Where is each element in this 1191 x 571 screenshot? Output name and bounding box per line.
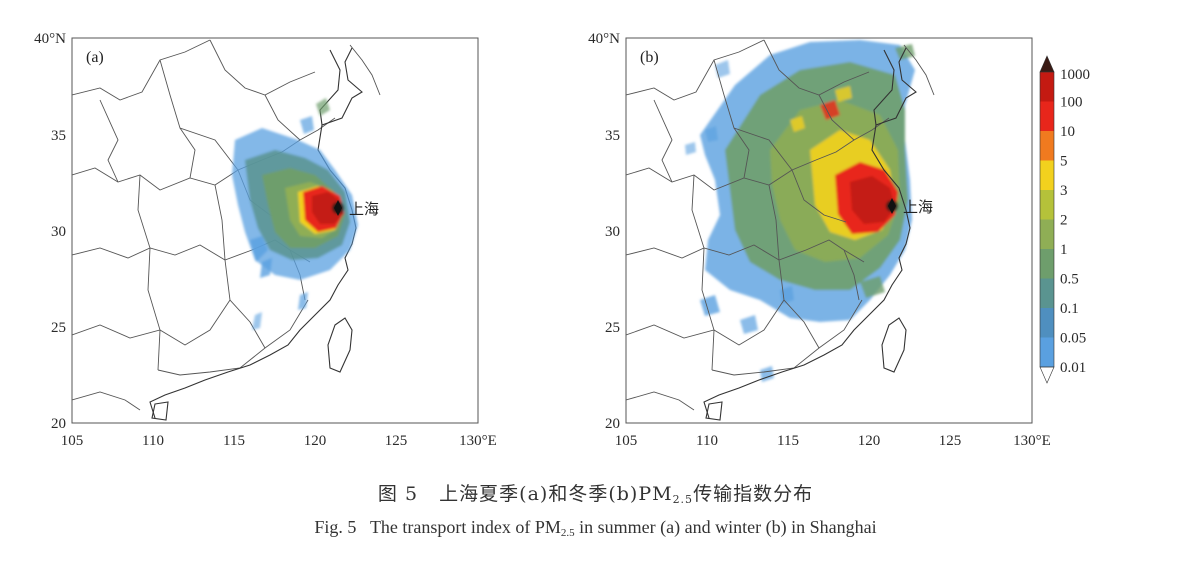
colorbar-segment xyxy=(1040,160,1054,190)
colorbar-tick-label: 0.1 xyxy=(1060,301,1079,317)
colorbar-segment xyxy=(1040,249,1054,279)
lon-tick-label: 105 xyxy=(615,433,638,449)
caption-cn-subscript: 2.5 xyxy=(672,493,694,506)
lon-tick-label: 130°E xyxy=(459,433,497,449)
colorbar-tick-label: 5 xyxy=(1060,154,1068,170)
city-label-shanghai: 上海 xyxy=(349,200,379,218)
colorbar-tick-label: 1 xyxy=(1060,242,1068,258)
caption-en-text-a: The transport index of PM xyxy=(369,517,561,537)
map-panel-winter: (b) 上海 40°N 35 30 25 20 105 110 115 120 … xyxy=(588,31,1051,449)
colorbar-segment xyxy=(1040,219,1054,249)
colorbar-bottom-extend xyxy=(1039,366,1055,384)
caption-cn-text-a: 上海夏季(a)和冬季(b)PM xyxy=(439,483,673,505)
colorbar-top-extend xyxy=(1039,55,1055,73)
map-frame xyxy=(71,37,479,424)
colorbar-tick-label: 10 xyxy=(1060,124,1075,140)
lon-tick-label: 115 xyxy=(777,433,799,449)
colorbar-tick-label: 3 xyxy=(1060,183,1068,199)
colorbar-segment xyxy=(1040,101,1054,131)
lon-tick-label: 125 xyxy=(939,433,962,449)
colorbar-frame xyxy=(1039,71,1055,368)
colorbar: 1000 100 10 5 3 2 1 0.5 0.1 0.05 0.01 xyxy=(1039,55,1090,384)
lat-tick-label: 25 xyxy=(51,320,66,336)
lon-tick-label: 105 xyxy=(61,433,84,449)
caption-cn-text-b: 传输指数分布 xyxy=(693,483,814,505)
lon-tick-labels: 105 110 115 120 125 130°E xyxy=(61,433,497,449)
colorbar-segment xyxy=(1040,308,1054,338)
lat-tick-label: 30 xyxy=(605,224,620,240)
colorbar-segment xyxy=(1040,190,1054,220)
colorbar-segment xyxy=(1040,337,1054,367)
shanghai-marker xyxy=(334,200,342,216)
figure-caption-chinese: 图 5 上海夏季(a)和冬季(b)PM2.5传输指数分布 xyxy=(0,479,1191,506)
lat-tick-label: 40°N xyxy=(588,31,620,47)
lon-tick-label: 125 xyxy=(385,433,408,449)
lat-tick-label: 20 xyxy=(51,416,66,432)
lat-tick-label: 30 xyxy=(51,224,66,240)
lon-tick-label: 110 xyxy=(142,433,164,449)
lon-tick-label: 120 xyxy=(858,433,881,449)
colorbar-tick-label: 100 xyxy=(1060,95,1083,111)
figure-caption-english: Fig. 5 The transport index of PM2.5 in s… xyxy=(0,517,1191,539)
colorbar-segment xyxy=(1040,278,1054,308)
panel-label-b: (b) xyxy=(640,49,659,66)
colorbar-segment xyxy=(1040,131,1054,161)
city-label-shanghai: 上海 xyxy=(903,198,933,216)
colorbar-tick-label: 0.5 xyxy=(1060,272,1079,288)
map-frame xyxy=(625,37,1033,424)
shanghai-marker xyxy=(888,198,896,214)
lat-tick-labels: 40°N 35 30 25 20 xyxy=(588,31,620,432)
lat-tick-label: 35 xyxy=(605,128,620,144)
lat-tick-labels: 40°N 35 30 25 20 xyxy=(34,31,66,432)
caption-en-subscript: 2.5 xyxy=(560,527,575,539)
lat-tick-label: 25 xyxy=(605,320,620,336)
colorbar-tick-label: 0.01 xyxy=(1060,360,1086,376)
colorbar-segment xyxy=(1040,72,1054,102)
transport-index-field xyxy=(232,98,358,330)
caption-cn-prefix: 图 5 xyxy=(377,483,419,505)
lon-tick-label: 110 xyxy=(696,433,718,449)
lon-tick-label: 130°E xyxy=(1013,433,1051,449)
caption-en-text-b: in summer (a) and winter (b) in Shanghai xyxy=(574,517,877,537)
colorbar-tick-label: 0.05 xyxy=(1060,331,1086,347)
lat-tick-label: 35 xyxy=(51,128,66,144)
lat-tick-label: 20 xyxy=(605,416,620,432)
map-panel-summer: (a) 上海 40°N 35 30 25 20 105 110 115 120 … xyxy=(34,31,497,449)
colorbar-tick-label: 1000 xyxy=(1060,67,1090,83)
panel-label-a: (a) xyxy=(86,49,104,66)
lat-tick-label: 40°N xyxy=(34,31,66,47)
coastline xyxy=(703,47,917,421)
transport-index-field xyxy=(685,40,915,382)
lon-tick-labels: 105 110 115 120 125 130°E xyxy=(615,433,1051,449)
lon-tick-label: 120 xyxy=(304,433,327,449)
colorbar-tick-label: 2 xyxy=(1060,213,1068,229)
caption-en-prefix: Fig. 5 xyxy=(314,517,357,537)
lon-tick-label: 115 xyxy=(223,433,245,449)
